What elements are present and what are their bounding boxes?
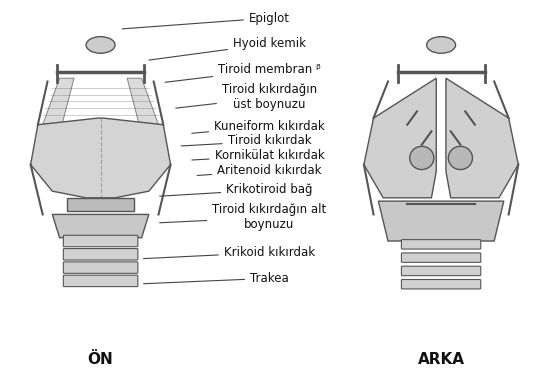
Text: Krikoid kıkırdak: Krikoid kıkırdak — [143, 246, 315, 259]
Polygon shape — [43, 78, 74, 125]
Text: Hyoid kemik: Hyoid kemik — [149, 37, 306, 60]
Text: Tiroid kıkırdak: Tiroid kıkırdak — [181, 134, 312, 147]
Ellipse shape — [410, 146, 434, 170]
Ellipse shape — [426, 37, 455, 53]
Text: ÖN: ÖN — [88, 352, 114, 367]
FancyBboxPatch shape — [402, 253, 481, 262]
Text: Tiroid kıkırdağın alt
boynuzu: Tiroid kıkırdağın alt boynuzu — [160, 203, 327, 231]
Text: Kuneiform kıkırdak: Kuneiform kıkırdak — [192, 120, 325, 133]
FancyBboxPatch shape — [63, 248, 138, 260]
FancyBboxPatch shape — [402, 266, 481, 276]
Polygon shape — [52, 214, 149, 238]
Ellipse shape — [86, 37, 115, 53]
Polygon shape — [127, 78, 158, 125]
Text: Trakea: Trakea — [143, 272, 289, 285]
Text: Krikotiroid bağ: Krikotiroid bağ — [160, 183, 313, 196]
Ellipse shape — [448, 146, 473, 170]
Polygon shape — [364, 78, 436, 198]
Polygon shape — [378, 201, 504, 241]
FancyBboxPatch shape — [63, 235, 138, 247]
Text: Kornikülat kıkırdak: Kornikülat kıkırdak — [192, 149, 324, 162]
Polygon shape — [31, 118, 170, 198]
Text: Tiroid membran ᵝ: Tiroid membran ᵝ — [165, 63, 321, 82]
Polygon shape — [67, 198, 134, 211]
Text: Epiglot: Epiglot — [122, 12, 290, 29]
FancyBboxPatch shape — [63, 275, 138, 286]
Polygon shape — [446, 78, 519, 198]
Text: Tiroid kıkırdağın
üst boynuzu: Tiroid kıkırdağın üst boynuzu — [176, 83, 317, 111]
FancyBboxPatch shape — [63, 262, 138, 273]
FancyBboxPatch shape — [402, 240, 481, 249]
Text: Aritenoid kıkırdak: Aritenoid kıkırdak — [197, 164, 322, 177]
FancyBboxPatch shape — [402, 279, 481, 289]
Text: ARKA: ARKA — [418, 352, 465, 367]
